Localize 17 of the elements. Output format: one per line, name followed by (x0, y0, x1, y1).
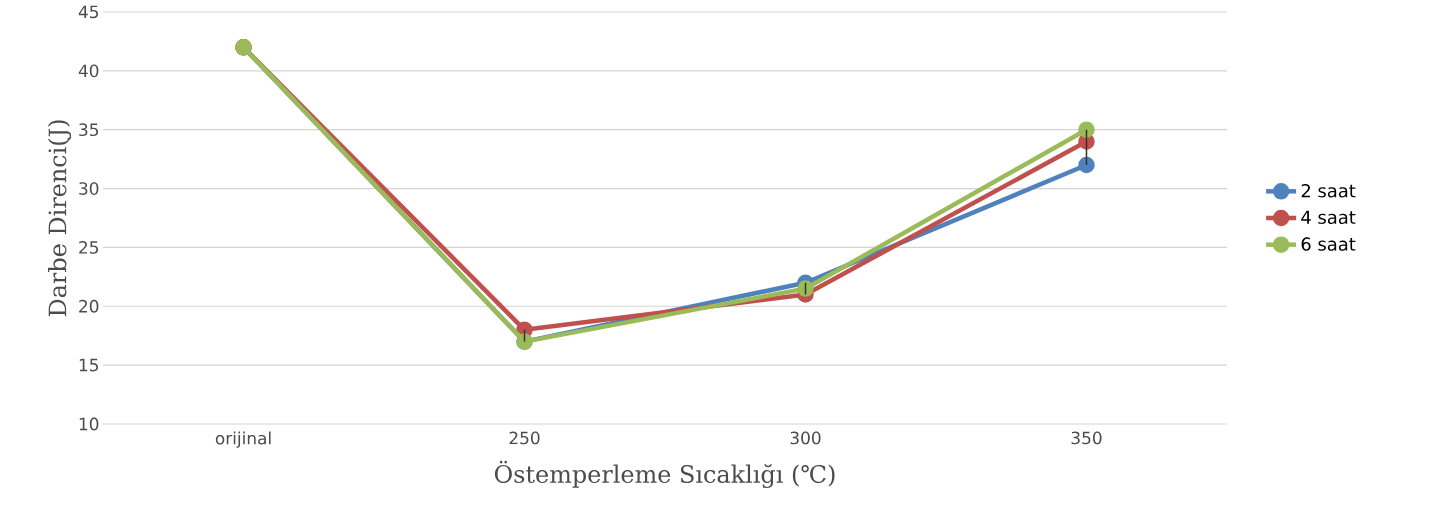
x-tick-label: 300 (790, 431, 821, 445)
x-tick-label: orijinal (215, 431, 271, 448)
x-tick-label: 250 (509, 431, 540, 445)
y-tick-label: 10 (79, 417, 99, 431)
y-tick-label: 35 (79, 123, 99, 137)
y-tick-label: 45 (78, 5, 99, 19)
y-axis-title: Darbe Direnci(J) (47, 120, 72, 317)
legend-label: 6 saat (1301, 237, 1356, 251)
y-tick-label: 40 (78, 64, 99, 78)
legend-label: 2 saat (1301, 183, 1356, 198)
y-tick-label: 25 (79, 241, 99, 254)
y-tick-label: 30 (79, 182, 99, 195)
y-tick-label: 15 (79, 358, 99, 372)
y-tick-label: 20 (79, 299, 99, 313)
x-axis-title: Östemperleme Sıcaklığı (℃) (494, 460, 835, 489)
x-tick-label: 350 (1071, 431, 1102, 445)
legend-label: 4 saat (1301, 210, 1356, 225)
